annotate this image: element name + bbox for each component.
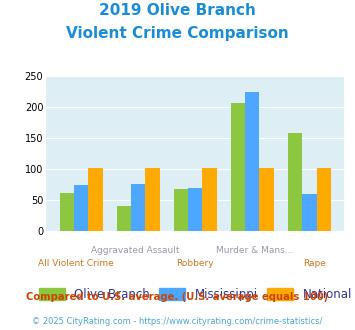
Text: Compared to U.S. average. (U.S. average equals 100): Compared to U.S. average. (U.S. average … (26, 292, 329, 302)
Bar (60, 192, 74, 231)
Bar (131, 184, 145, 231)
Bar (88, 168, 103, 231)
Bar (145, 168, 160, 231)
Text: Robbery: Robbery (176, 259, 214, 268)
Text: Murder & Mans...: Murder & Mans... (216, 246, 294, 255)
Bar (317, 168, 331, 231)
Bar (117, 206, 131, 231)
Legend: Olive Branch, Mississippi, National: Olive Branch, Mississippi, National (34, 283, 355, 306)
Bar (260, 168, 274, 231)
Text: All Violent Crime: All Violent Crime (38, 259, 114, 268)
Text: Rape: Rape (303, 259, 326, 268)
Bar (302, 194, 317, 231)
Bar (74, 185, 88, 231)
Text: Violent Crime Comparison: Violent Crime Comparison (66, 26, 289, 41)
Text: 2019 Olive Branch: 2019 Olive Branch (99, 3, 256, 18)
Text: Aggravated Assault: Aggravated Assault (91, 246, 180, 255)
Text: © 2025 CityRating.com - https://www.cityrating.com/crime-statistics/: © 2025 CityRating.com - https://www.city… (32, 317, 323, 326)
Bar (288, 133, 302, 231)
Bar (231, 103, 245, 231)
Bar (188, 187, 202, 231)
Bar (245, 92, 260, 231)
Bar (174, 189, 188, 231)
Bar (202, 168, 217, 231)
